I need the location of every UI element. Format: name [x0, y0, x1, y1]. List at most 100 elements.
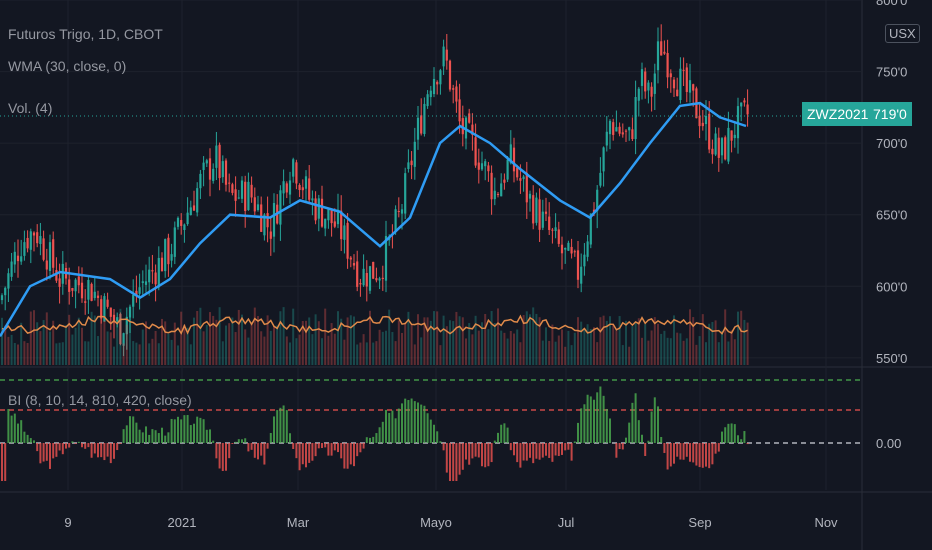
- volume-bar: [679, 333, 682, 365]
- volume-bar: [106, 331, 109, 365]
- bi-bar: [481, 443, 483, 467]
- volume-bar: [682, 340, 685, 365]
- volume-bar: [116, 317, 119, 365]
- bi-bar: [727, 423, 730, 443]
- candle-body: [432, 78, 436, 95]
- bi-bar: [567, 443, 570, 450]
- volume-bar: [369, 310, 371, 365]
- volume-bar: [276, 325, 279, 365]
- candle-body: [551, 229, 554, 231]
- candle-body: [477, 162, 480, 170]
- volume-bar: [669, 338, 672, 365]
- bi-bar: [513, 443, 515, 456]
- bi-bar: [714, 443, 717, 454]
- bi-bar: [100, 443, 103, 458]
- volume-bar: [404, 322, 407, 365]
- candle-body: [282, 181, 285, 194]
- bi-bar: [650, 411, 653, 443]
- candle-body: [407, 162, 410, 169]
- volume-bar: [465, 338, 467, 365]
- volume-bar: [103, 320, 106, 365]
- bi-bar: [641, 434, 643, 443]
- candle-body: [580, 266, 583, 284]
- candle-body: [231, 184, 234, 193]
- bi-bar: [573, 441, 576, 443]
- currency-button[interactable]: USX: [885, 24, 920, 43]
- candle-body: [4, 287, 7, 296]
- bi-bar: [497, 432, 499, 443]
- bi-bar: [711, 443, 714, 465]
- volume-bar: [401, 332, 403, 365]
- candle-body: [429, 90, 432, 98]
- candle-body: [116, 317, 119, 322]
- candle-body: [500, 183, 503, 197]
- wma-line: [0, 101, 747, 338]
- bi-bar: [145, 426, 147, 443]
- volume-bar: [20, 322, 23, 365]
- candle-body: [208, 158, 212, 180]
- volume-bar: [125, 324, 128, 365]
- bi-bar: [87, 443, 90, 448]
- bi-bar: [554, 443, 557, 456]
- bi-bar: [263, 443, 266, 465]
- volume-bar: [708, 323, 711, 365]
- y-tick-label: 750'0: [876, 65, 907, 80]
- volume-bar: [705, 342, 707, 365]
- candle-body: [560, 244, 564, 254]
- candle-body: [352, 263, 356, 266]
- candle-body: [471, 124, 474, 135]
- volume-bar: [618, 316, 621, 365]
- candle-body: [327, 209, 330, 221]
- bi-bar: [490, 443, 493, 463]
- volume-bar: [13, 342, 16, 365]
- candle-body: [653, 73, 656, 94]
- bi-bar: [420, 404, 423, 443]
- candle-body: [36, 232, 39, 244]
- volume-bar: [292, 308, 295, 365]
- volume-bar: [97, 336, 99, 365]
- bi-bar: [689, 443, 691, 462]
- volume-bar: [689, 309, 691, 365]
- bi-bar: [461, 443, 464, 470]
- candle-body: [157, 257, 160, 288]
- candle-body: [311, 198, 314, 201]
- candle-body: [724, 137, 727, 160]
- bi-bar: [327, 443, 330, 456]
- volume-bar: [481, 322, 483, 365]
- bi-bar: [205, 429, 208, 443]
- volume-bar: [260, 331, 263, 365]
- candle-body: [381, 277, 384, 279]
- volume-bar: [628, 346, 631, 365]
- volume-bar: [724, 309, 727, 365]
- volume-bar: [452, 321, 455, 365]
- volume-bar: [612, 324, 615, 365]
- volume-bar: [295, 338, 298, 365]
- candle-body: [512, 147, 516, 172]
- candle-body: [308, 178, 311, 200]
- bi-bar: [141, 432, 144, 443]
- bi-bar: [577, 422, 579, 443]
- bi-bar: [269, 432, 272, 443]
- candle-body: [272, 203, 276, 237]
- candle-body: [154, 272, 157, 285]
- candle-body: [599, 172, 602, 186]
- volume-bar: [378, 329, 381, 365]
- volume-bar: [564, 346, 567, 365]
- bi-bar: [724, 427, 727, 443]
- volume-bar: [90, 311, 93, 365]
- volume-bar: [429, 320, 432, 365]
- candle-body: [602, 147, 605, 172]
- volume-bar: [36, 322, 39, 365]
- volume-bar: [228, 323, 231, 365]
- bi-bar: [362, 443, 365, 449]
- bi-bar: [321, 443, 323, 449]
- bi-bar: [417, 402, 419, 443]
- bi-bar: [433, 424, 435, 443]
- candle-body: [135, 290, 138, 296]
- volume-bar: [113, 346, 115, 365]
- bi-bar: [180, 419, 183, 443]
- volume-bar: [311, 334, 314, 365]
- volume-bar: [161, 318, 163, 365]
- bi-bar: [516, 443, 519, 463]
